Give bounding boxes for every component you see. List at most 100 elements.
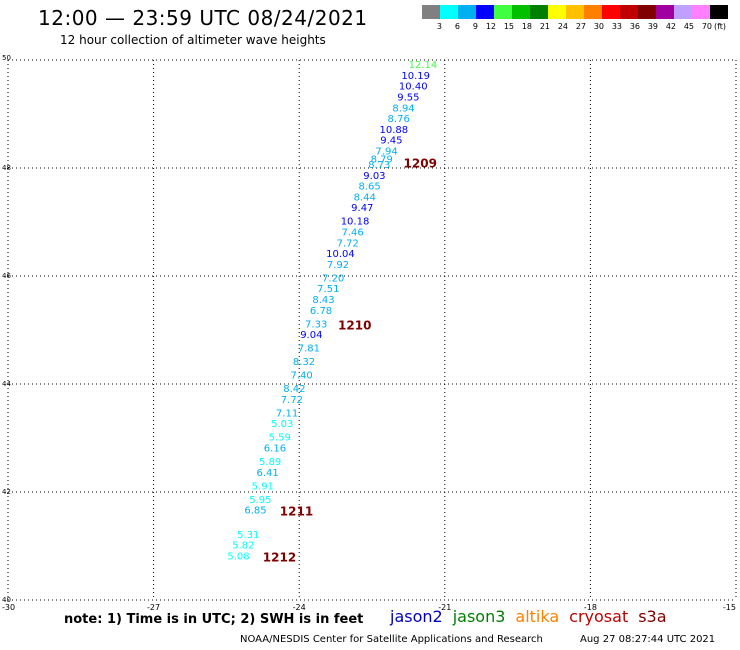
legend-swatch (440, 5, 458, 19)
pass-time-label: 1210 (338, 318, 371, 332)
wave-height-value: 8.44 (354, 192, 376, 203)
legend-swatch (548, 5, 566, 19)
legend-swatch (494, 5, 512, 19)
wave-height-value: 9.45 (380, 136, 402, 147)
legend-swatch (566, 5, 584, 19)
wave-height-value: 8.43 (312, 295, 334, 306)
wave-height-value: 8.76 (388, 114, 410, 125)
pass-time-label: 1211 (280, 505, 313, 519)
lat-tick-label: 42 (2, 488, 11, 496)
wave-height-value: 5.91 (252, 481, 274, 492)
legend-swatch (692, 5, 710, 19)
wave-height-value: 10.88 (380, 125, 409, 136)
lat-tick-label: 44 (2, 380, 11, 388)
lat-tick-label: 46 (2, 272, 11, 280)
wave-height-value: 10.18 (341, 217, 370, 228)
wave-height-value: 7.33 (305, 319, 327, 330)
wave-height-value: 5.82 (232, 541, 254, 552)
wave-height-value: 10.19 (401, 71, 430, 82)
legend-swatch (512, 5, 530, 19)
legend-label: 3 (436, 22, 442, 31)
wave-height-value: 9.47 (351, 203, 373, 214)
legend-swatch (422, 5, 440, 19)
wave-height-value: 12.14 (409, 60, 438, 71)
pass-time-label: 1212 (263, 551, 296, 565)
footer-timestamp: Aug 27 08:27:44 UTC 2021 (580, 634, 716, 645)
legend-label: 36 (629, 22, 640, 31)
wave-height-value: 8.73 (368, 160, 390, 171)
legend-swatch (458, 5, 476, 19)
legend-swatch (656, 5, 674, 19)
wave-height-value: 7.81 (298, 344, 320, 355)
wave-height-value: 9.04 (300, 330, 322, 341)
lon-tick-label: -18 (584, 603, 597, 612)
legend-label: 18 (521, 22, 532, 31)
wave-height-value: 6.85 (244, 506, 266, 517)
legend-swatch (584, 5, 602, 19)
wave-height-value: 7.72 (281, 395, 303, 406)
wave-height-value: 9.55 (397, 93, 419, 104)
wave-height-value: 5.31 (237, 530, 259, 541)
legend-swatch (602, 5, 620, 19)
lon-tick-label: -27 (147, 603, 160, 612)
wave-height-value: 7.51 (317, 284, 339, 295)
legend-label: 70 (701, 22, 712, 31)
wave-height-value: 5.08 (227, 552, 249, 563)
legend-label: 42 (665, 22, 676, 31)
wave-height-value: 6.41 (257, 468, 279, 479)
lat-tick-label: 50 (2, 54, 11, 62)
wave-height-value: 7.72 (337, 238, 359, 249)
wave-height-value: 7.92 (327, 260, 349, 271)
legend-swatch (710, 5, 728, 19)
legend-label: 39 (647, 22, 658, 31)
legend-swatch (638, 5, 656, 19)
legend-unit: (ft) (714, 22, 727, 31)
wave-height-value: 7.11 (276, 408, 298, 419)
units-note: note: 1) Time is in UTC; 2) SWH is in fe… (64, 612, 364, 627)
satellite-name: cryosat (569, 607, 629, 626)
lon-tick-label: -30 (2, 603, 15, 612)
wave-height-value: 6.16 (264, 444, 286, 455)
legend-swatch (530, 5, 548, 19)
lon-tick-label: -15 (723, 603, 736, 612)
legend-label: 12 (485, 22, 496, 31)
wave-height-value: 5.03 (271, 419, 293, 430)
wave-height-value: 10.40 (399, 82, 428, 93)
legend-swatch (674, 5, 692, 19)
lon-tick-label: -21 (438, 603, 451, 612)
wave-height-value: 8.65 (358, 182, 380, 193)
legend-label: 24 (557, 22, 568, 31)
wave-height-value: 7.20 (322, 273, 344, 284)
map-title: 12:00 — 23:59 UTC 08/24/2021 (38, 6, 368, 30)
wave-height-value: 8.32 (293, 357, 315, 368)
wave-height-value: 8.42 (283, 384, 305, 395)
satellite-name: altika (515, 607, 560, 626)
legend-label: 27 (575, 22, 586, 31)
legend-swatch (476, 5, 494, 19)
wave-height-value: 7.46 (341, 228, 363, 239)
legend-label: 6 (454, 22, 460, 31)
wave-height-value: 5.95 (249, 495, 271, 506)
wave-height-value: 9.03 (363, 171, 385, 182)
wave-height-value: 5.59 (269, 433, 291, 444)
wave-height-value: 10.04 (326, 249, 355, 260)
legend-label: 30 (593, 22, 604, 31)
wave-height-value: 5.89 (259, 457, 281, 468)
wave-height-value: 7.40 (290, 371, 312, 382)
pass-time-label: 1209 (404, 156, 437, 170)
satellite-legend: jason2 jason3 altika cryosat s3a (390, 607, 677, 626)
legend-label: 21 (539, 22, 550, 31)
map-subtitle: 12 hour collection of altimeter wave hei… (60, 33, 326, 47)
wave-height-value: 7.94 (375, 147, 397, 158)
lat-tick-label: 40 (2, 596, 11, 604)
wave-height-value: 8.94 (392, 103, 414, 114)
satellite-name: jason3 (452, 607, 506, 626)
footer-organization: NOAA/NESDIS Center for Satellite Applica… (240, 634, 543, 645)
legend-label: 33 (611, 22, 622, 31)
satellite-name: jason2 (390, 607, 443, 626)
wave-height-value: 6.78 (310, 306, 332, 317)
legend-swatch (620, 5, 638, 19)
satellite-name: s3a (638, 607, 667, 626)
lon-tick-label: -24 (293, 603, 306, 612)
